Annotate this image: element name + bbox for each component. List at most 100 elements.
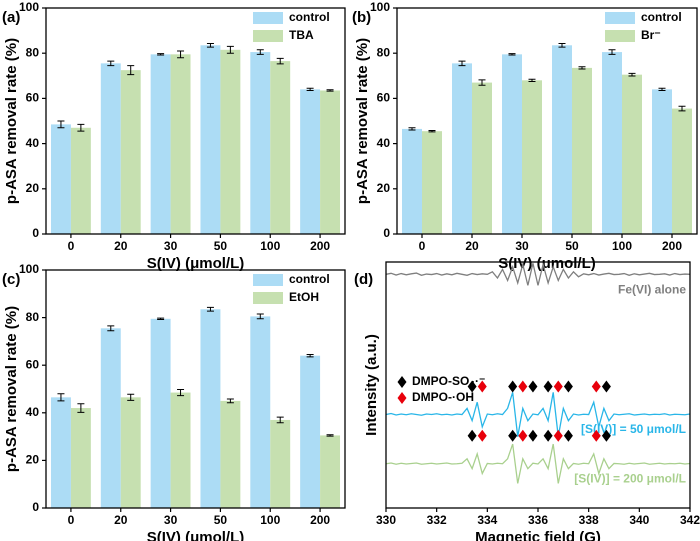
bar — [602, 52, 622, 234]
error-bar — [57, 120, 65, 129]
legend-label: TBA — [289, 28, 314, 42]
error-bar — [276, 416, 284, 424]
error-bar — [658, 87, 666, 91]
diamond — [528, 380, 538, 393]
y-tick-label: 20 — [26, 453, 40, 467]
error-bar — [326, 89, 334, 92]
legend-swatch — [605, 12, 635, 24]
error-bar — [458, 60, 466, 67]
legend-swatch — [253, 12, 283, 24]
plot-frame — [385, 261, 691, 509]
y-tick-label: 100 — [19, 0, 39, 14]
error-bar — [276, 57, 284, 65]
y-axis-label: p-ASA removal rate (%) — [3, 38, 20, 204]
error-bar — [306, 87, 314, 91]
legend-swatch — [253, 274, 283, 286]
bar — [170, 54, 191, 234]
marker-label: DMPO-SO₄·⁻ — [412, 374, 485, 388]
diamond — [553, 380, 563, 393]
x-tick-label: 200 — [310, 513, 330, 527]
bar — [70, 127, 91, 234]
x-tick-label: 340 — [629, 513, 649, 527]
diamond — [543, 380, 553, 393]
error-bar — [578, 66, 586, 70]
bar — [100, 328, 121, 508]
y-axis-label: Intensity (a.u.) — [363, 334, 380, 436]
x-tick-label: 336 — [528, 513, 548, 527]
y-tick-label: 80 — [26, 45, 40, 59]
error-bar — [206, 42, 214, 48]
y-axis-label: p-ASA removal rate (%) — [354, 38, 371, 204]
error-bar — [157, 317, 165, 321]
plot-frame — [45, 269, 346, 509]
y-tick-label: 100 — [19, 262, 39, 276]
error-bar — [177, 388, 185, 397]
plot-frame — [45, 7, 346, 235]
bar — [422, 131, 442, 234]
y-tick-label: 60 — [26, 91, 40, 105]
y-tick-label: 40 — [377, 136, 391, 150]
panel: (c) p-ASA removal rate (%) S(IV) (μmol/L) 0… — [2, 262, 346, 541]
error-bar — [558, 42, 566, 48]
bar — [250, 52, 271, 234]
x-axis-label: S(IV) (μmol/L) — [147, 255, 245, 272]
x-tick-label: 334 — [477, 513, 497, 527]
diamond — [543, 429, 553, 442]
error-bar — [107, 60, 115, 67]
spectrum — [385, 392, 691, 437]
error-bar — [226, 398, 234, 404]
bar — [300, 355, 321, 508]
error-bar — [678, 105, 686, 112]
y-tick-label: 60 — [377, 91, 391, 105]
bar — [200, 309, 221, 508]
y-tick-label: 20 — [377, 181, 391, 195]
diamond — [397, 376, 407, 388]
panel-label: (a) — [2, 9, 20, 26]
error-bar — [528, 78, 536, 82]
error-bar — [608, 49, 616, 55]
trace-label: Fe(VI) alone — [618, 282, 686, 296]
diamond — [591, 429, 601, 442]
x-tick-label: 30 — [515, 239, 529, 253]
diamond — [467, 429, 477, 442]
x-tick-label: 20 — [114, 239, 128, 253]
diamond — [563, 429, 573, 442]
bar — [250, 316, 271, 508]
error-bar — [326, 434, 334, 437]
legend-label: control — [289, 272, 330, 286]
x-axis-label: S(IV) (μmol/L) — [498, 255, 596, 272]
panel: (d) Intensity (a.u.) Magnetic field (G) 330… — [354, 261, 700, 541]
x-tick-label: 342 — [680, 513, 700, 527]
bar — [320, 90, 341, 235]
x-tick-label: 330 — [376, 513, 396, 527]
error-bar — [408, 127, 416, 131]
panel: (b) p-ASA removal rate (%) S(IV) (μmol/L) 0… — [352, 0, 698, 272]
diamond — [591, 380, 601, 393]
diamond — [477, 429, 487, 442]
y-tick-label: 40 — [26, 405, 40, 419]
error-bar — [628, 72, 636, 77]
bar — [300, 89, 321, 234]
bar — [150, 54, 171, 234]
bar — [452, 63, 472, 235]
plot-frame — [396, 7, 698, 235]
x-tick-label: 200 — [662, 239, 682, 253]
error-bar — [206, 306, 214, 312]
bar — [200, 45, 221, 234]
bar — [220, 400, 241, 508]
legend-label: control — [641, 10, 682, 24]
legend-swatch — [605, 30, 635, 42]
x-tick-label: 338 — [579, 513, 599, 527]
y-tick-label: 60 — [26, 357, 40, 371]
error-bar — [77, 123, 85, 132]
bar — [220, 49, 241, 235]
diamond — [508, 429, 518, 442]
error-bar — [478, 79, 486, 86]
bar — [150, 318, 171, 508]
diamond — [601, 380, 611, 393]
bar — [270, 61, 291, 234]
bar — [70, 408, 91, 508]
x-tick-label: 0 — [68, 513, 75, 527]
diamond — [563, 380, 573, 393]
